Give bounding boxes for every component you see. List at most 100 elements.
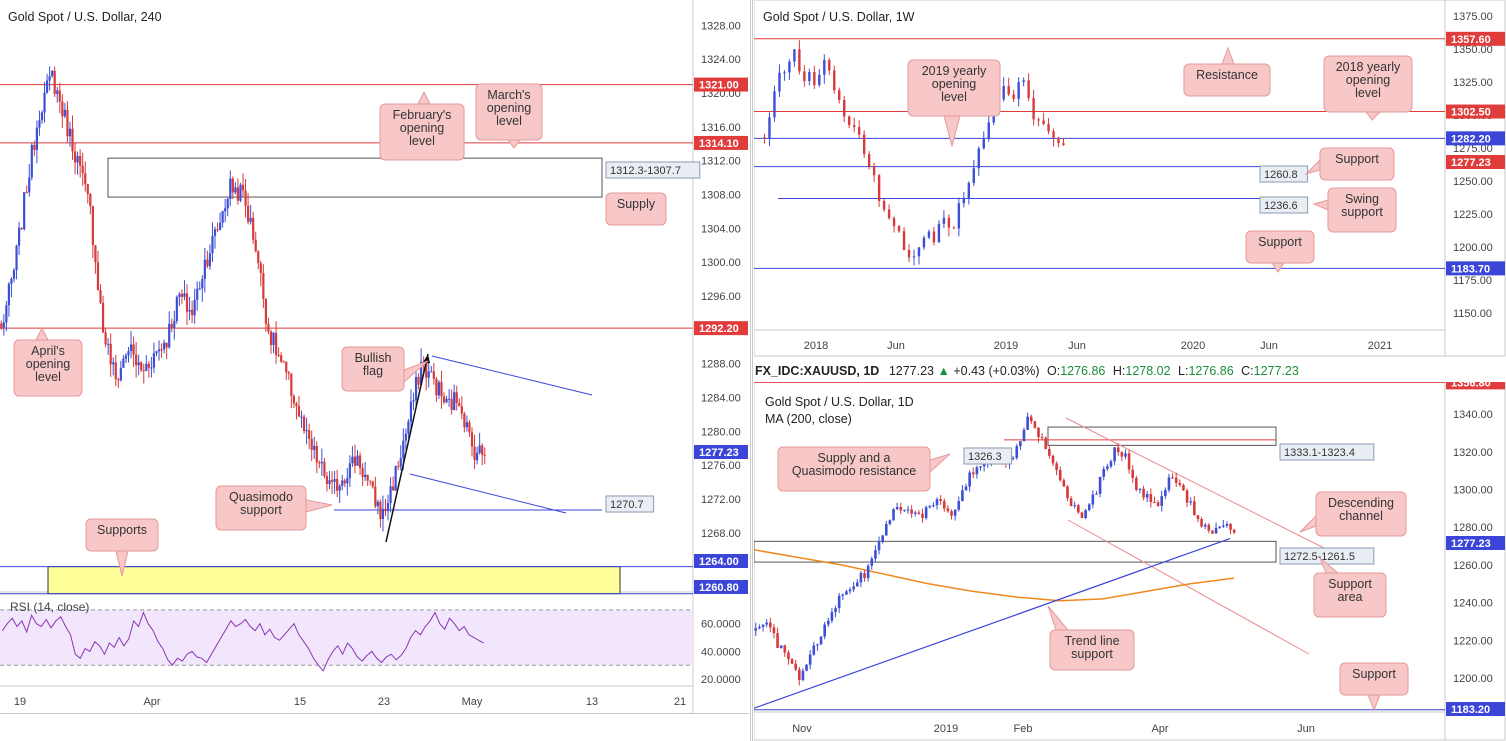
candle-body	[1047, 123, 1050, 132]
candle-body	[481, 445, 484, 455]
candle-body	[1124, 453, 1127, 457]
candle-body	[961, 490, 964, 502]
candle-body	[808, 654, 812, 665]
panels.0.chart_data-y-tick: 1296.00	[701, 291, 741, 303]
h4-value-box-qm-bg	[605, 495, 655, 513]
candle-body	[460, 406, 463, 414]
channel-upper-line	[1065, 417, 1329, 551]
candle-body	[442, 396, 446, 403]
candle-body	[0, 323, 3, 328]
rsi-label: RSI (14, close)	[10, 600, 89, 614]
chart-panel-daily[interactable]: 1340.00 1320.00 1300.00 1280.00 1260.00 1240.…	[754, 382, 1506, 741]
daily-x-tick: Nov	[792, 723, 812, 735]
candle-body	[425, 363, 428, 378]
candle-body	[417, 376, 420, 385]
candle-body	[803, 71, 806, 82]
candle-body	[1203, 524, 1207, 527]
daily-price-tag-bg	[1446, 702, 1505, 716]
candle-body	[935, 499, 939, 506]
candle-body	[798, 49, 801, 72]
candle-body	[163, 342, 166, 350]
callout-supply-text: Supply	[617, 197, 656, 211]
candle-body	[801, 670, 805, 681]
panels.0.chart_data-y-tick: 1288.00	[701, 359, 741, 371]
callout-2019-open-cover	[909, 61, 999, 115]
candle-body	[892, 509, 895, 521]
ohlc-low-label: L:	[1178, 364, 1189, 378]
candle-body	[1037, 427, 1040, 438]
candle-body	[1022, 429, 1026, 442]
panels.0.chart_data-y-tick: 1324.00	[701, 54, 741, 66]
candle-body	[1002, 86, 1005, 100]
ohlc-high-label: H:	[1112, 364, 1126, 378]
vertical-divider	[750, 0, 753, 741]
candle-body	[1062, 480, 1066, 487]
candle-body	[374, 486, 377, 507]
callout-daily-supply-cover	[779, 448, 929, 490]
callout-2019-open-text: level	[941, 90, 967, 104]
weekly-chart-svg[interactable]: 1375.001350.001325.001300.001275.001250.…	[754, 0, 1506, 357]
candle-body	[28, 177, 31, 193]
candle-body	[274, 332, 278, 355]
candle-body	[971, 472, 975, 475]
daily-price-tag: 1277.23	[1451, 538, 1491, 550]
candle-body	[320, 461, 323, 464]
candle-body	[409, 401, 413, 422]
candle-body	[379, 501, 382, 520]
candle-body	[341, 480, 344, 486]
panels.2.chart_data-y-tick: 1300.00	[1453, 484, 1493, 496]
panels.1.chart_data-y-tick: 1250.00	[1453, 176, 1493, 188]
candle-body	[236, 187, 240, 201]
callout-swing-support: SwingsupportSwingsupport	[1312, 187, 1397, 233]
candle-body	[1116, 447, 1120, 453]
callout-support-area-cover	[1315, 574, 1385, 616]
chart-panel-weekly[interactable]: 1375.001350.001325.001300.001275.001250.…	[754, 0, 1506, 357]
candle-body	[346, 478, 349, 484]
candle-body	[884, 524, 888, 536]
callout-bullish-flag-text: flag	[363, 364, 383, 378]
callout-descending-channel-cover	[1317, 493, 1405, 535]
candle-body	[870, 558, 874, 566]
callout-trendline-support-text: Trend line	[1064, 634, 1119, 648]
callout-resistance: ResistanceResistance	[1183, 46, 1271, 97]
daily-x-tick: Jun	[1297, 723, 1315, 735]
candle-body	[40, 112, 44, 121]
callout-bullish-flag: BullishflagBullishflag	[341, 346, 429, 392]
h4-price-tag: 1264.00	[699, 556, 739, 568]
callout-daily-support-text: Support	[1352, 667, 1396, 681]
candle-body	[921, 513, 924, 519]
candle-body	[450, 398, 453, 410]
candle-body	[239, 184, 242, 201]
candle-body	[1222, 525, 1225, 527]
chart-panel-h4[interactable]: 1328.00 1324.00 1320.00 1316.00 1312.00 1308.…	[0, 0, 749, 713]
candle-body	[1174, 477, 1178, 483]
callout-daily-supply-pointer	[929, 453, 951, 474]
callout-qm-support-text: support	[240, 503, 282, 517]
h4-chart-svg[interactable]: 1328.001324.001320.001316.001312.001308.…	[0, 0, 749, 713]
candle-body	[939, 499, 942, 502]
callout-descending-channel-text: channel	[1339, 509, 1383, 523]
candle-body	[812, 645, 816, 655]
callout-descending-channel-pointer	[1299, 514, 1317, 533]
candle-body	[852, 125, 856, 128]
candle-body	[336, 479, 339, 491]
candle-body	[127, 351, 130, 356]
callout-feb-open-text: opening	[400, 121, 445, 135]
callout-2019-open-text: opening	[932, 77, 977, 91]
callout-apr-open-text: opening	[26, 357, 71, 371]
candle-body	[892, 218, 896, 227]
candle-body	[175, 296, 178, 322]
candle-body	[1027, 80, 1030, 99]
flag-lower-line	[409, 473, 567, 514]
candle-body	[269, 331, 273, 346]
daily-chart-svg[interactable]: 1340.00 1320.00 1300.00 1280.00 1260.00 1240.…	[754, 382, 1506, 741]
h4-price-tag-bg	[694, 77, 748, 92]
daily-x-tick: Apr	[1151, 723, 1168, 735]
candle-body	[788, 61, 791, 73]
candle-body	[968, 472, 971, 487]
candle-body	[1042, 120, 1045, 124]
h4-price-tag: 1277.23	[699, 447, 739, 459]
callout-swing-support-cover	[1329, 189, 1395, 231]
candle-body	[302, 416, 306, 432]
candle-body	[794, 663, 797, 670]
